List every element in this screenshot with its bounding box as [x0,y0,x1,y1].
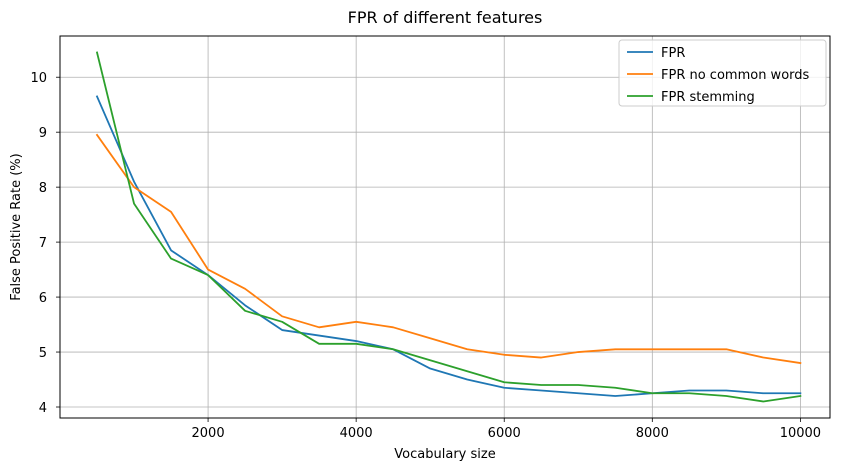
y-tick-label: 4 [39,401,47,416]
legend: FPR FPR no common words FPR stemming [618,39,827,107]
series-lines [95,51,802,403]
y-tick-label: 9 [39,126,47,141]
chart-title: FPR of different features [348,8,543,27]
y-tick-label: 8 [39,181,47,196]
legend-label-2: FPR no common words [661,68,810,83]
y-tick-label: 10 [30,71,47,86]
y-axis-label: False Positive Rate (%) [9,153,24,300]
series-line-2 [95,133,802,365]
x-axis-label: Vocabulary size [394,447,495,462]
legend-box [618,39,827,107]
x-tick-label: 8000 [636,426,669,441]
grid-lines [60,36,830,418]
axis-ticks: 2000 4000 6000 8000 10000 4 5 6 7 8 9 10 [30,71,821,441]
legend-label-1: FPR [661,46,685,61]
y-tick-label: 7 [39,236,47,251]
x-tick-label: 2000 [192,426,225,441]
x-tick-label: 10000 [780,426,821,441]
x-tick-label: 6000 [488,426,521,441]
x-tick-label: 4000 [340,426,373,441]
legend-label-3: FPR stemming [661,90,755,105]
series-line-3 [95,51,802,403]
plot-frame [59,35,831,419]
y-tick-label: 6 [39,291,47,306]
y-tick-label: 5 [39,346,47,361]
